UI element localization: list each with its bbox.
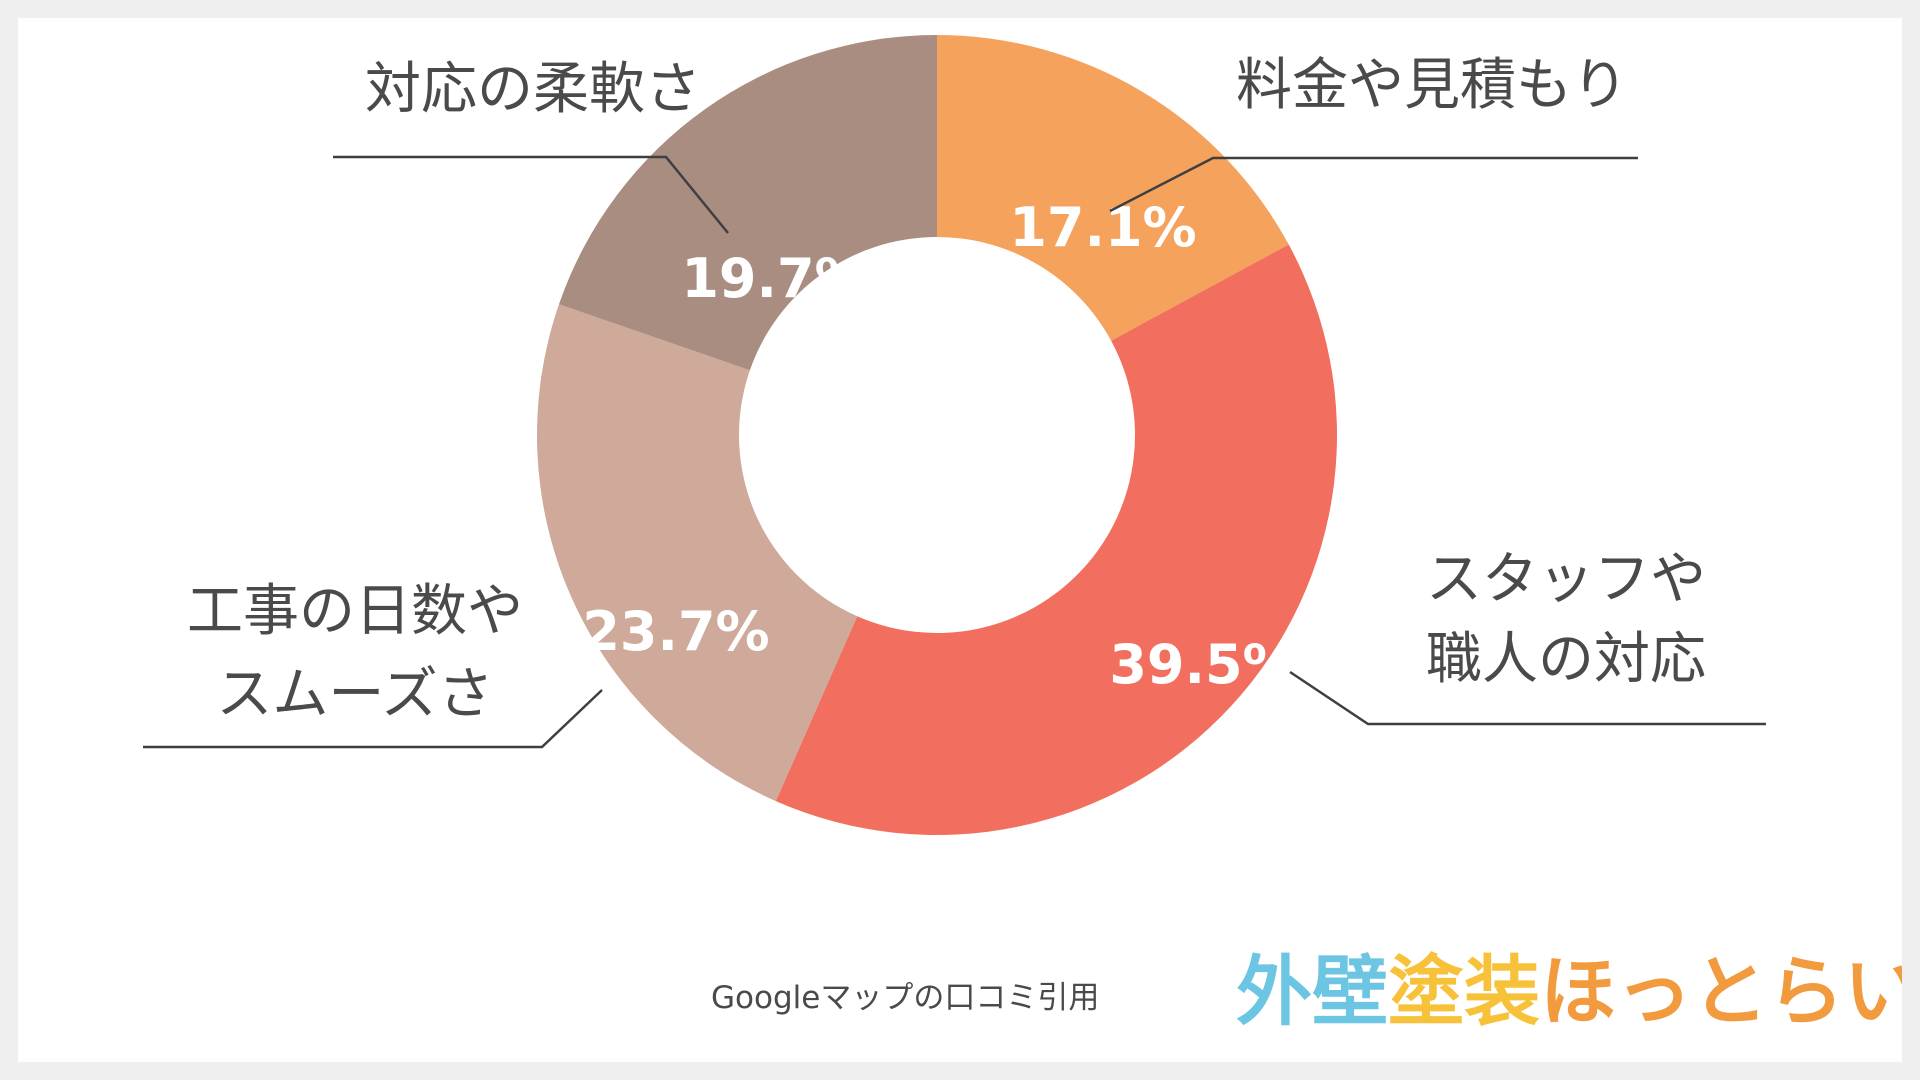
value-label-schedule: 23.7% <box>582 600 769 663</box>
leader-lines-layer <box>143 155 1766 749</box>
chart-card: 17.1% 39.5% 23.7% 19.7% 料金や見積もりスタッフや職人の対応 工事… <box>18 18 1902 1062</box>
leader-line-schedule <box>143 689 603 749</box>
logo-part-0: 外壁 <box>1236 947 1388 1036</box>
source-caption: Googleマップの口コミ引用 <box>711 980 1099 1016</box>
slice-pricing <box>937 35 1289 341</box>
leader-line-staff <box>1289 670 1766 726</box>
leader-line-pricing <box>1109 156 1638 213</box>
slices-layer <box>537 35 1338 836</box>
slice-staff <box>775 244 1338 836</box>
slice-flexibility <box>558 35 937 371</box>
category-label-staff: スタッフや職人の対応 <box>1426 547 1706 692</box>
logo-part-2: ほっとらいん <box>1540 947 1902 1036</box>
category-label-pricing: 料金や見積もり <box>1236 53 1628 118</box>
category-label-schedule: 工事の日数やスムーズさ <box>187 579 523 727</box>
brand-logo: 外壁塗装ほっとらいん <box>1236 947 1902 1036</box>
value-label-flexibility: 19.7% <box>681 247 868 310</box>
category-label-flexibility: 対応の柔軟さ <box>365 57 701 122</box>
leader-line-flexibility <box>333 155 729 234</box>
value-label-staff: 39.5% <box>1109 633 1296 696</box>
slice-schedule <box>537 304 858 802</box>
percent-labels-layer: 17.1% 39.5% 23.7% 19.7% <box>582 196 1296 696</box>
logo-part-1: 塗装 <box>1388 947 1540 1036</box>
value-label-pricing: 17.1% <box>1009 196 1196 259</box>
